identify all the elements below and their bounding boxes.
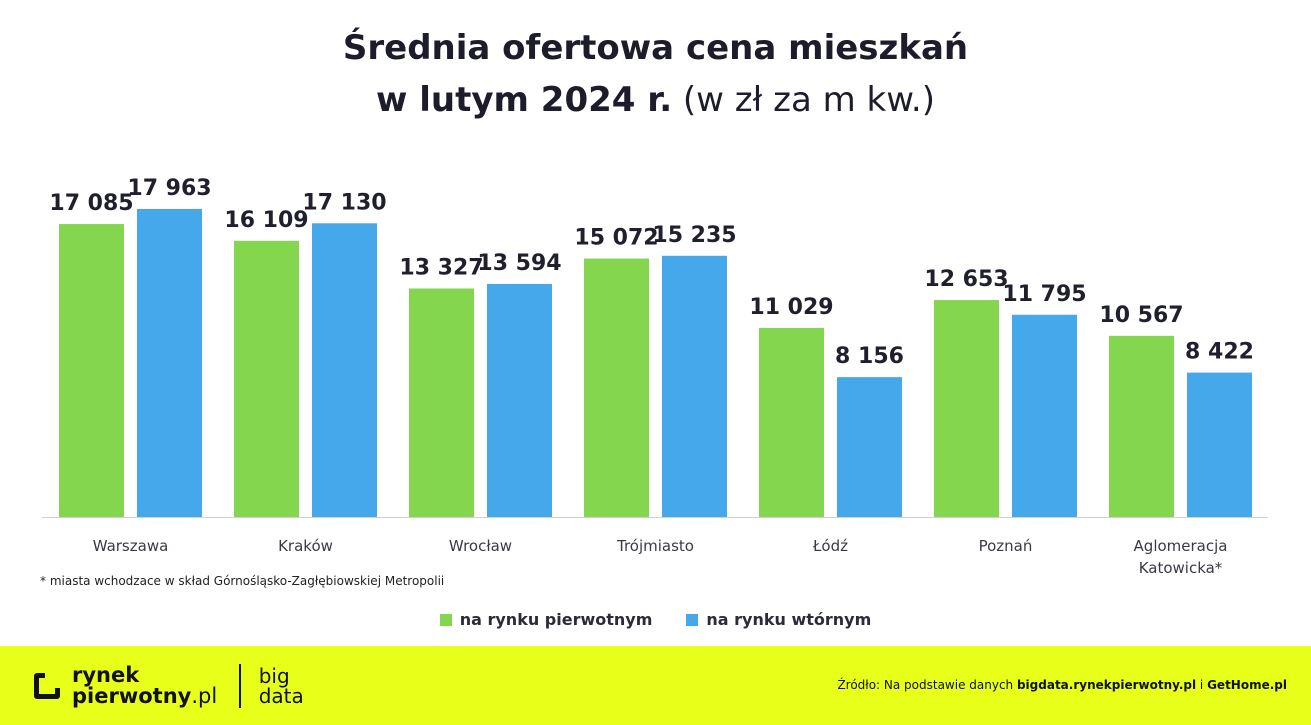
chart-title: Średnia ofertowa cena mieszkań w lutym 2…: [0, 22, 1311, 126]
rynekpierwotny-logo[interactable]: rynek pierwotny.pl big data: [34, 662, 304, 710]
category-label-2: Kraków: [278, 537, 333, 555]
bar-primary-4: [584, 258, 649, 517]
footnote: * miasta wchodzace w skład Górnośląsko-Z…: [40, 574, 445, 588]
value-label-primary-2: 16 109: [224, 208, 308, 233]
legend-swatch-primary: [439, 613, 452, 626]
value-label-secondary-2: 17 130: [302, 190, 386, 215]
logo-divider: [239, 664, 241, 708]
category-label-7-line-2: Katowicka*: [1139, 559, 1223, 577]
title-line-2-bold: w lutym 2024 r.: [376, 80, 673, 120]
legend-label-secondary: na rynku wtórnym: [706, 610, 872, 629]
category-label-7-line-1: Aglomeracja: [1134, 537, 1228, 555]
title-line-2: w lutym 2024 r. (w zł za m kw.): [0, 74, 1311, 126]
category-label-3: Wrocław: [449, 537, 512, 555]
bar-secondary-6: [1012, 314, 1077, 517]
footer-bar: rynek pierwotny.pl big data Źródło: Na p…: [0, 646, 1311, 725]
bar-secondary-4: [662, 255, 727, 517]
logo-line-2-bold: pierwotny: [72, 684, 192, 708]
value-label-primary-7: 10 567: [1099, 303, 1183, 328]
bar-secondary-5: [837, 377, 902, 517]
bar-secondary-1: [137, 209, 202, 517]
bigdata-line-2: data: [258, 684, 304, 708]
value-label-secondary-5: 8 156: [835, 344, 904, 369]
bar-secondary-2: [312, 223, 377, 518]
title-line-1: Średnia ofertowa cena mieszkań: [342, 28, 969, 68]
category-label-5: Łódź: [812, 537, 848, 555]
category-label-4: Trójmiasto: [616, 537, 694, 555]
value-label-secondary-1: 17 963: [127, 176, 211, 201]
bar-primary-3: [409, 288, 474, 517]
legend-swatch-secondary: [686, 613, 699, 626]
logo-line-2-light: .pl: [191, 684, 218, 708]
bar-primary-2: [234, 240, 299, 517]
bigdata-wordmark: big data: [259, 666, 304, 706]
source-link-bigdata[interactable]: bigdata.rynekpierwotny.pl: [1016, 678, 1197, 692]
logo-wordmark: rynek pierwotny.pl: [72, 665, 217, 707]
value-label-primary-3: 13 327: [399, 255, 483, 280]
source-join: i: [1196, 678, 1208, 692]
source-link-gethome[interactable]: GetHome.pl: [1207, 678, 1287, 692]
value-label-primary-4: 15 072: [574, 226, 658, 251]
value-label-secondary-6: 11 795: [1002, 282, 1086, 307]
bar-primary-6: [934, 300, 999, 517]
value-label-secondary-3: 13 594: [477, 251, 561, 276]
value-label-primary-5: 11 029: [749, 295, 833, 320]
logo-line-2: pierwotny.pl: [72, 686, 217, 707]
category-label-1: Warszawa: [93, 537, 169, 555]
bar-primary-5: [759, 327, 824, 517]
logo-mark-icon: [34, 672, 61, 699]
legend-item-primary: na rynku pierwotnym: [439, 610, 653, 629]
title-line-2-unit: (w zł za m kw.): [672, 80, 935, 120]
legend-label-primary: na rynku pierwotnym: [459, 610, 653, 629]
value-label-primary-6: 12 653: [924, 267, 1008, 292]
category-label-6: Poznań: [979, 537, 1033, 555]
value-label-secondary-4: 15 235: [652, 223, 736, 248]
chart-legend: na rynku pierwotnym na rynku wtórnym: [0, 610, 1311, 629]
source-note: Źródło: Na podstawie danych bigdata.ryne…: [837, 678, 1287, 692]
source-prefix: Źródło: Na podstawie danych: [837, 678, 1017, 692]
legend-item-secondary: na rynku wtórnym: [686, 610, 871, 629]
bar-secondary-7: [1187, 372, 1252, 517]
bar-primary-1: [59, 224, 124, 517]
value-label-secondary-7: 8 422: [1185, 340, 1254, 365]
value-label-primary-1: 17 085: [49, 191, 133, 216]
bar-primary-7: [1109, 335, 1174, 517]
bigdata-line-1: big: [258, 664, 290, 688]
bar-secondary-3: [487, 283, 552, 517]
logo-line-1: rynek: [72, 663, 140, 687]
